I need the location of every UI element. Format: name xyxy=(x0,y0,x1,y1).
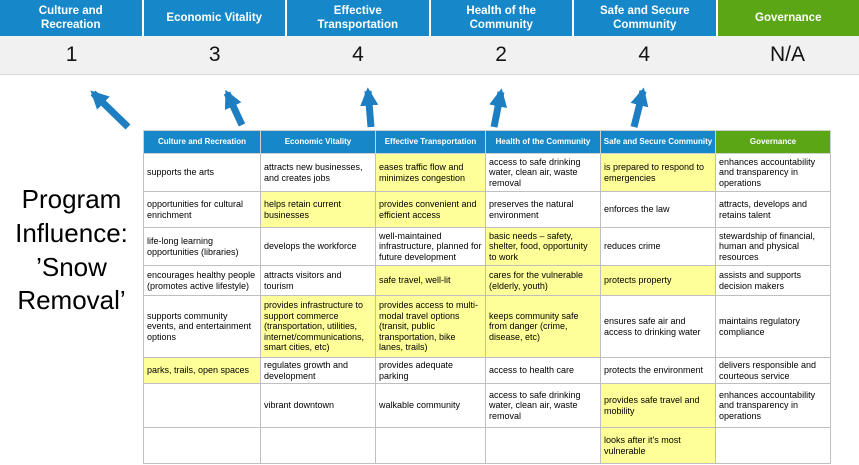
score-effective-transportation: 4 xyxy=(352,43,364,66)
matrix-cell: opportunities for cultural enrichment xyxy=(143,191,261,228)
matrix-cell: preserves the natural environment xyxy=(485,191,601,228)
up-arrow-safe xyxy=(630,87,649,128)
matrix-row: opportunities for cultural enrichment hel… xyxy=(143,191,831,228)
score-culture-and-recreation: 1 xyxy=(65,43,78,66)
influence-arrows xyxy=(90,87,649,130)
matrix-row: life-long learning opportunities (librar… xyxy=(143,227,831,266)
matrix-cell-highlighted: is prepared to respond to emergencies xyxy=(600,153,716,192)
matrix-cell: well-maintained infrastructure, planned … xyxy=(375,227,486,266)
matrix-cell-highlighted: eases traffic flow and minimizes congest… xyxy=(375,153,486,192)
up-arrow-culture xyxy=(90,90,131,130)
matrix-cell xyxy=(143,383,261,428)
matrix-cell: enhances accountability and transparency… xyxy=(715,153,831,192)
matrix-header-effective-transportation: Effective Transportation xyxy=(375,130,486,154)
matrix-cell: reduces crime xyxy=(600,227,716,266)
matrix-cell-highlighted: provides access to multi-modal travel op… xyxy=(375,295,486,358)
up-arrow-economic xyxy=(223,89,246,127)
matrix-cell: access to safe drinking water, clean air… xyxy=(485,383,601,428)
matrix-cell-highlighted: helps retain current businesses xyxy=(260,191,376,228)
matrix-cell-highlighted: basic needs – safety, shelter, food, opp… xyxy=(485,227,601,266)
matrix-cell: stewardship of financial, human and phys… xyxy=(715,227,831,266)
matrix-cell: supports the arts xyxy=(143,153,261,192)
matrix-cell xyxy=(485,427,601,464)
matrix-cell-highlighted: provides infrastructure to support comme… xyxy=(260,295,376,358)
matrix-cell: vibrant downtown xyxy=(260,383,376,428)
matrix-row: supports community events, and entertain… xyxy=(143,295,831,358)
matrix-cell-highlighted: keeps community safe from danger (crime,… xyxy=(485,295,601,358)
matrix-cell: assists and supports decision makers xyxy=(715,265,831,296)
matrix-cell: enhances accountability and transparency… xyxy=(715,383,831,428)
score-health-of-the-community: 2 xyxy=(495,43,507,66)
matrix-cell: enforces the law xyxy=(600,191,716,228)
up-arrow-transportation xyxy=(360,87,379,128)
matrix-header-culture-and-recreation: Culture and Recreation xyxy=(143,130,261,154)
influence-matrix: Culture and Recreation Economic Vitality E… xyxy=(143,130,831,464)
matrix-cell-highlighted: provides safe travel and mobility xyxy=(600,383,716,428)
pillar-score-row: 1 3 4 2 4 N/A xyxy=(0,36,859,75)
matrix-cell: protects the environment xyxy=(600,357,716,384)
matrix-cell-highlighted: cares for the vulnerable (elderly, youth… xyxy=(485,265,601,296)
matrix-cell: walkable community xyxy=(375,383,486,428)
matrix-cell-highlighted: parks, trails, open spaces xyxy=(143,357,261,384)
pillar-health-of-the-community: Health of the Community xyxy=(430,0,574,36)
score-governance: N/A xyxy=(769,43,805,66)
matrix-cell xyxy=(260,427,376,464)
matrix-header-health-of-the-community: Health of the Community xyxy=(485,130,601,154)
matrix-cell: supports community events, and entertain… xyxy=(143,295,261,358)
matrix-header-governance: Governance xyxy=(715,130,831,154)
matrix-cell: attracts, develops and retains talent xyxy=(715,191,831,228)
matrix-cell: attracts new businesses, and creates job… xyxy=(260,153,376,192)
pillar-effective-transportation: Effective Transportation xyxy=(287,0,431,36)
matrix-row: parks, trails, open spaces regulates grow… xyxy=(143,357,831,384)
matrix-cell: ensures safe air and access to drinking … xyxy=(600,295,716,358)
pillar-economic-vitality: Economic Vitality xyxy=(143,0,287,36)
matrix-cell: provides adequate parking xyxy=(375,357,486,384)
matrix-cell: maintains regulatory compliance xyxy=(715,295,831,358)
matrix-row: encourages healthy people (promotes acti… xyxy=(143,265,831,296)
score-safe-and-secure-community: 4 xyxy=(638,43,651,66)
matrix-row: supports the arts attracts new businesses… xyxy=(143,153,831,192)
matrix-cell xyxy=(715,427,831,464)
matrix-row: looks after it's most vulnerable xyxy=(143,427,831,464)
matrix-cell-highlighted: provides convenient and efficient access xyxy=(375,191,486,228)
matrix-header-economic-vitality: Economic Vitality xyxy=(260,130,376,154)
matrix-cell-highlighted: protects property xyxy=(600,265,716,296)
matrix-cell-highlighted: safe travel, well-lit xyxy=(375,265,486,296)
matrix-header-safe-and-secure-community: Safe and Secure Community xyxy=(600,130,716,154)
slide-title: Program Influence: ’Snow Removal’ xyxy=(15,184,128,316)
pillar-header-row: Culture and Recreation Economic Vitality E… xyxy=(0,0,859,36)
matrix-cell xyxy=(375,427,486,464)
pillar-governance: Governance xyxy=(717,0,859,36)
matrix-cell: access to health care xyxy=(485,357,601,384)
score-economic-vitality: 3 xyxy=(208,43,221,66)
pillar-culture-and-recreation: Culture and Recreation xyxy=(0,0,144,36)
matrix-cell-highlighted: looks after it's most vulnerable xyxy=(600,427,716,464)
matrix-row: vibrant downtown walkable community access… xyxy=(143,383,831,428)
matrix-cell: delivers responsible and courteous servi… xyxy=(715,357,831,384)
up-arrow-health xyxy=(489,88,508,128)
matrix-cell: regulates growth and development xyxy=(260,357,376,384)
matrix-cell xyxy=(143,427,261,464)
matrix-cell: attracts visitors and tourism xyxy=(260,265,376,296)
matrix-cell: encourages healthy people (promotes acti… xyxy=(143,265,261,296)
matrix-cell: life-long learning opportunities (librar… xyxy=(143,227,261,266)
pillar-safe-and-secure-community: Safe and Secure Community xyxy=(574,0,718,36)
matrix-cell: develops the workforce xyxy=(260,227,376,266)
matrix-cell: access to safe drinking water, clean air… xyxy=(485,153,601,192)
